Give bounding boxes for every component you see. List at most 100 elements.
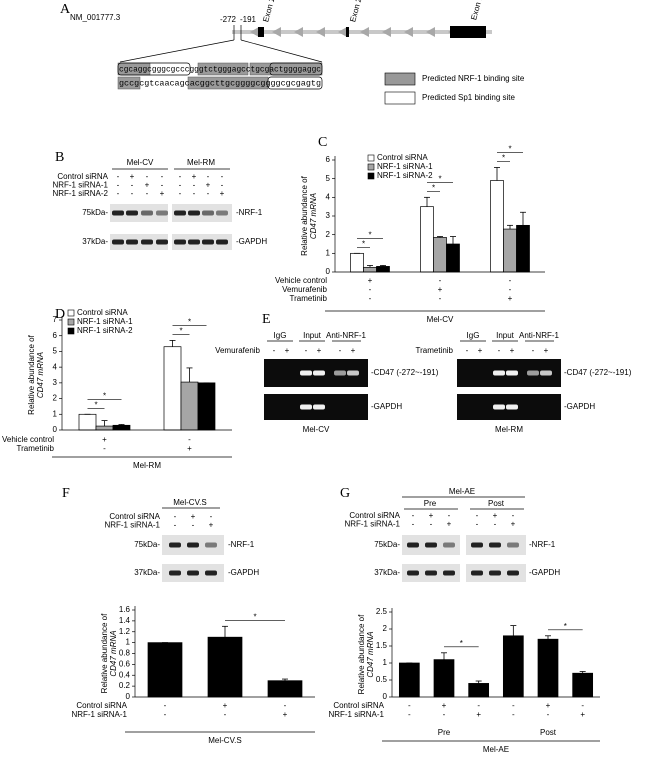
position-label: -272 [220, 15, 237, 24]
sign: - [207, 172, 210, 181]
bar [267, 680, 303, 698]
sign: - [408, 701, 411, 710]
sign: - [305, 346, 308, 355]
y-tick-label: 0.6 [119, 659, 131, 668]
y-tick-label: 0 [53, 425, 58, 434]
sign: + [209, 521, 214, 530]
sign: - [193, 189, 196, 198]
sign: - [193, 181, 196, 190]
row-label: Control siRNA [57, 172, 108, 181]
sign: + [438, 285, 443, 294]
y-axis-label: CD47 mRNA [366, 631, 375, 677]
band [443, 570, 455, 576]
error-bar [169, 340, 176, 347]
error-bar [494, 167, 500, 181]
sign: - [532, 346, 535, 355]
rule [119, 39, 235, 63]
blot [110, 234, 168, 250]
significance: * [438, 174, 441, 183]
nrf1-site [117, 76, 141, 90]
sp1-site [117, 62, 191, 76]
sign: - [117, 189, 120, 198]
band-label: -GAPDH [529, 568, 560, 577]
band [407, 542, 419, 548]
exon-label: Exon 2 [348, 0, 363, 23]
sign: - [146, 172, 149, 181]
bar [433, 237, 447, 273]
bar [163, 346, 182, 431]
sign: - [494, 520, 497, 529]
sign: - [412, 511, 415, 520]
subgroup: Post [488, 499, 505, 508]
panel-letter: D [55, 307, 65, 322]
band [141, 210, 153, 216]
cell-line: Mel-CV [303, 425, 330, 434]
sign: - [131, 189, 134, 198]
bar [446, 243, 460, 273]
sign: + [206, 181, 211, 190]
exon [258, 27, 264, 37]
y-axis-label: Relative abundance of [27, 334, 36, 414]
error-bar [475, 680, 482, 684]
legend-label: NRF-1 siRNA-1 [77, 317, 133, 326]
sign: + [102, 435, 107, 444]
cell-line: Mel-CV.S [173, 498, 207, 507]
error-bar [282, 678, 288, 681]
sequence: gccgcgtcaacagcacggcttgcggggcggggcgcgagtg [119, 80, 321, 89]
sign: + [317, 346, 322, 355]
treatment: Vemurafenib [215, 346, 260, 355]
sign: + [442, 701, 447, 710]
sign: + [511, 520, 516, 529]
sign: - [174, 512, 177, 521]
sign: - [210, 512, 213, 521]
legend-swatch [367, 154, 375, 162]
band [202, 210, 214, 216]
y-tick-label: 4 [53, 362, 58, 371]
band [527, 370, 539, 376]
cell-line: Mel-CV.S [208, 736, 242, 745]
panel-letter: G [340, 486, 350, 501]
legend-label: Predicted Sp1 binding site [422, 93, 516, 102]
error-bar [507, 224, 513, 230]
sign: - [466, 346, 469, 355]
marker: 75kDa- [134, 540, 160, 549]
exon [450, 26, 486, 38]
sign: - [369, 294, 372, 303]
marker: 37kDa- [82, 237, 108, 246]
band [300, 404, 312, 410]
band [112, 239, 124, 245]
sign: - [273, 346, 276, 355]
sign: + [160, 189, 165, 198]
y-axis-label: Relative abundance of [357, 614, 366, 694]
bar [516, 224, 530, 273]
y-tick-label: 1 [126, 638, 131, 647]
sign: + [187, 444, 192, 453]
significance: * [564, 622, 567, 631]
sign: - [512, 701, 515, 710]
sign: - [509, 276, 512, 285]
bar [433, 659, 455, 698]
condition-label: Control siRNA [333, 701, 384, 710]
row-label: NRF-1 siRNA-1 [52, 181, 108, 190]
subgroup: Pre [424, 499, 437, 508]
sign: - [476, 511, 479, 520]
bar [537, 638, 559, 698]
cell-line: Mel-CV [427, 315, 454, 324]
sign: - [188, 435, 191, 444]
band [205, 570, 217, 576]
legend-swatch [367, 172, 375, 180]
y-tick-label: 0.8 [119, 649, 131, 658]
y-tick-label: 5 [326, 174, 331, 183]
sign: - [179, 181, 182, 190]
column-label: IgG [467, 331, 480, 340]
cell-line: Mel-AE [483, 745, 509, 754]
sign: + [223, 701, 228, 710]
band [540, 370, 552, 376]
strand-arrow [382, 27, 391, 37]
y-tick-label: 1 [326, 248, 331, 257]
band [174, 210, 186, 216]
nrf1-site [197, 62, 249, 76]
position-label: -191 [240, 15, 257, 24]
condition-label: NRF-1 siRNA-1 [328, 710, 384, 719]
